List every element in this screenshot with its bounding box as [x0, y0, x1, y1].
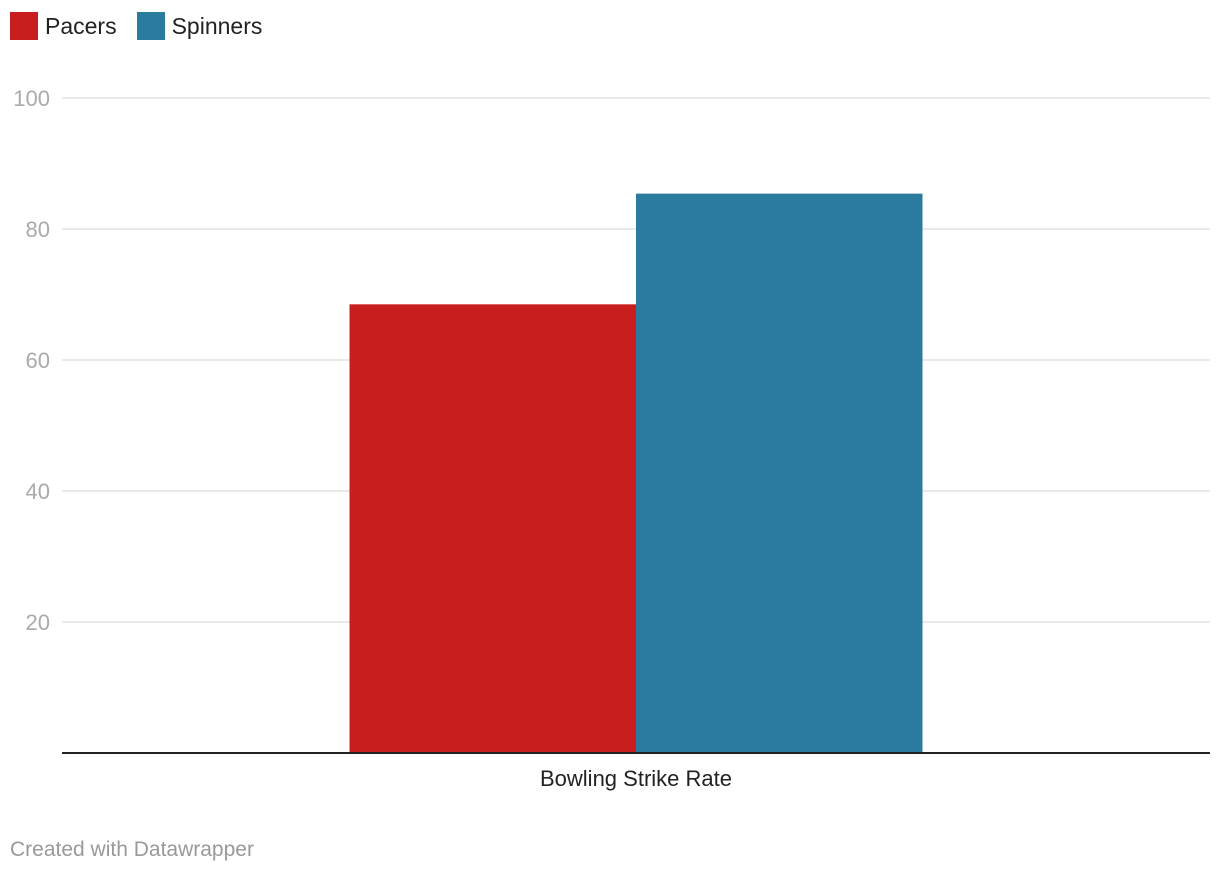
legend-swatch-pacers [10, 12, 38, 40]
bar-spinners [636, 193, 923, 753]
bar-pacers [349, 304, 636, 753]
chart-legend: Pacers Spinners [10, 12, 262, 40]
bars [349, 193, 923, 753]
y-tick-label: 100 [13, 86, 50, 111]
y-tick-label: 80 [26, 217, 50, 242]
y-tick-label: 60 [26, 348, 50, 373]
bar-chart: 20 40 60 80 100 Bowling Strike Rate [13, 86, 1210, 791]
x-axis-category-labels: Bowling Strike Rate [540, 766, 732, 791]
x-category-label: Bowling Strike Rate [540, 766, 732, 791]
legend-item-pacers: Pacers [10, 12, 117, 40]
y-axis-tick-labels: 20 40 60 80 100 [13, 86, 50, 635]
legend-swatch-spinners [136, 12, 165, 40]
legend-label-spinners: Spinners [171, 12, 263, 39]
credit-text: Created with Datawrapper [10, 838, 254, 861]
y-tick-label: 20 [26, 610, 50, 635]
legend-label-pacers: Pacers [45, 12, 117, 39]
y-tick-label: 40 [26, 479, 50, 504]
legend-item-spinners: Spinners [136, 12, 263, 40]
